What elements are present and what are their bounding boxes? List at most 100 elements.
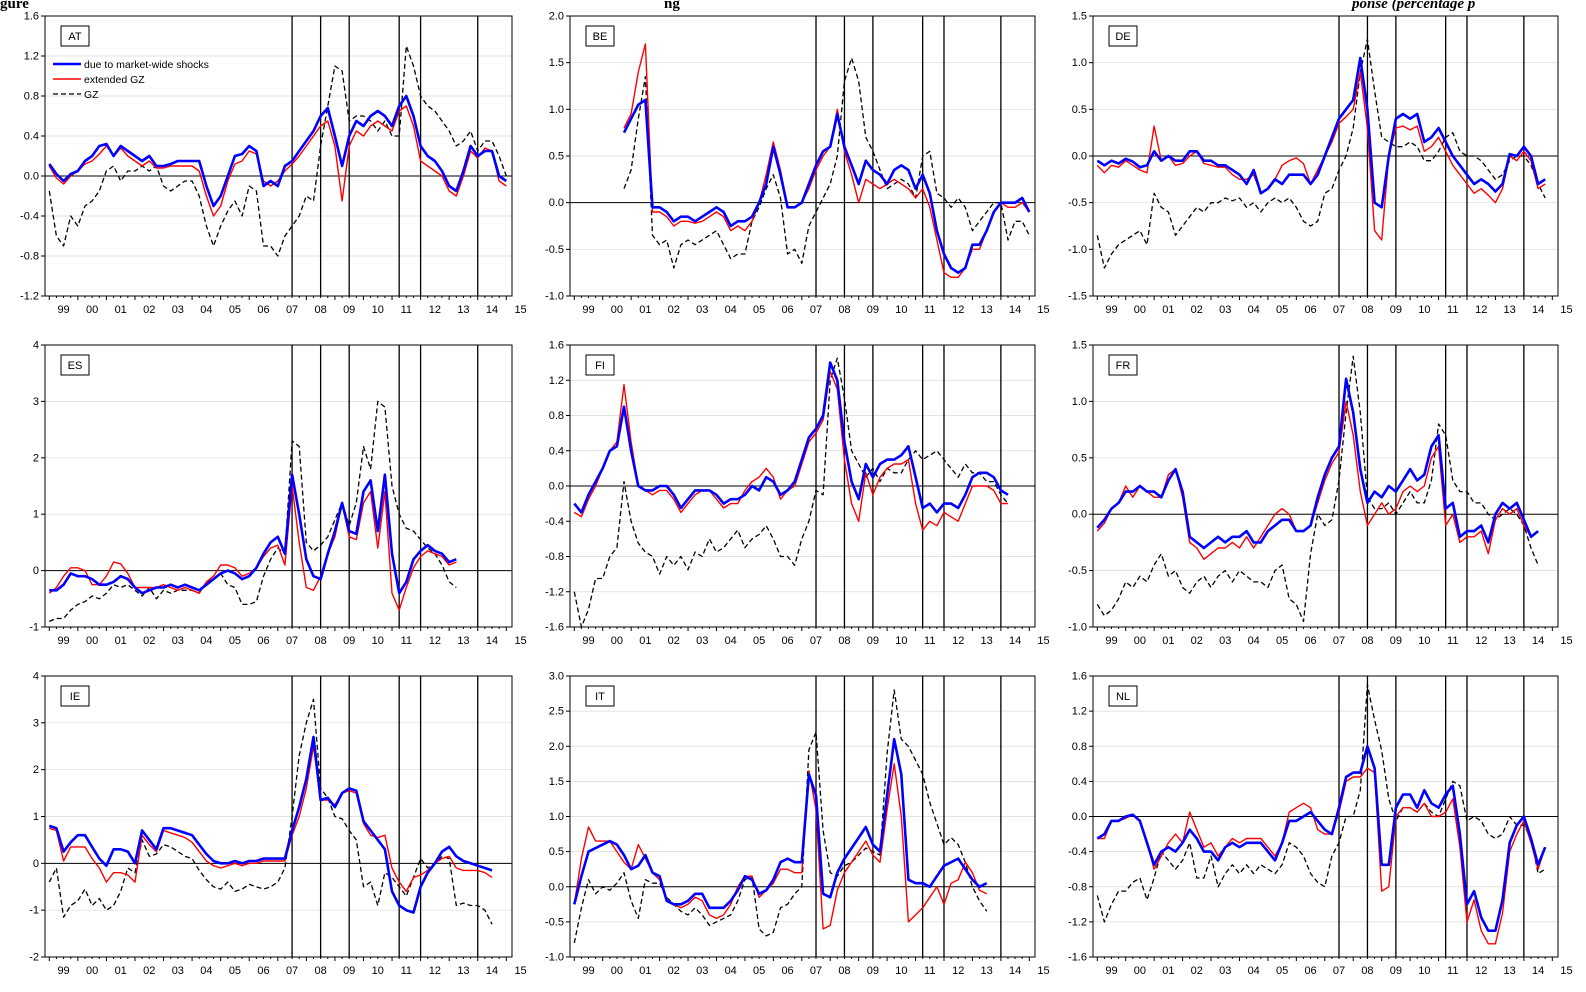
y-tick-label: 3.0 bbox=[549, 671, 564, 683]
x-tick-label: 11 bbox=[401, 965, 412, 977]
x-tick-label: 15 bbox=[514, 635, 526, 647]
x-tick-label: 06 bbox=[1304, 635, 1316, 647]
y-tick-label: -0.5 bbox=[1068, 565, 1087, 577]
x-tick-label: 10 bbox=[1418, 304, 1430, 316]
y-tick-label: 0.0 bbox=[1072, 509, 1087, 521]
y-tick-label: 0.5 bbox=[1072, 452, 1087, 464]
x-tick-label: 11 bbox=[924, 304, 935, 316]
x-tick-label: 14 bbox=[1009, 965, 1021, 977]
x-tick-label: 08 bbox=[315, 965, 327, 977]
series-extended-gz bbox=[49, 106, 506, 216]
x-tick-label: 15 bbox=[1037, 965, 1049, 977]
x-tick-label: 14 bbox=[1532, 635, 1544, 647]
x-tick-label: 07 bbox=[286, 304, 298, 316]
x-tick-label: 12 bbox=[429, 304, 441, 316]
x-tick-label: 11 bbox=[924, 965, 935, 977]
y-tick-label: -0.8 bbox=[545, 551, 564, 563]
x-tick-label: 08 bbox=[838, 965, 850, 977]
x-tick-label: 04 bbox=[725, 965, 737, 977]
x-tick-label: 00 bbox=[611, 304, 623, 316]
x-tick-label: 01 bbox=[639, 635, 651, 647]
x-tick-label: 05 bbox=[1276, 304, 1288, 316]
x-tick-label: 12 bbox=[429, 635, 441, 647]
x-tick-label: 04 bbox=[200, 304, 212, 316]
y-tick-label: 3 bbox=[33, 717, 39, 729]
x-tick-label: 14 bbox=[1009, 304, 1021, 316]
series-due-to-market-wide-shocks bbox=[624, 100, 1029, 273]
x-tick-label: 01 bbox=[639, 304, 651, 316]
x-tick-label: 11 bbox=[1447, 635, 1458, 647]
y-tick-label: -1.2 bbox=[1068, 916, 1087, 928]
y-tick-label: 0 bbox=[33, 565, 39, 577]
x-tick-label: 10 bbox=[895, 635, 907, 647]
y-tick-label: 2 bbox=[33, 764, 39, 776]
x-tick-label: 10 bbox=[372, 635, 384, 647]
x-tick-label: 09 bbox=[343, 304, 355, 316]
x-tick-label: 06 bbox=[781, 304, 793, 316]
panel-label: BE bbox=[593, 31, 608, 43]
x-tick-label: 02 bbox=[1191, 635, 1203, 647]
series-extended-gz bbox=[1097, 401, 1538, 559]
panel-ie: -2-10123499 00 01 02 03 04 05 06 07 08 09 10 11 12 13 1… bbox=[29, 671, 526, 978]
y-tick-label: 1 bbox=[33, 509, 39, 521]
x-tick-label: 99 bbox=[582, 965, 594, 977]
y-tick-label: 1.5 bbox=[1072, 340, 1087, 352]
panel-label: IT bbox=[595, 691, 605, 703]
x-tick-label: 06 bbox=[257, 304, 269, 316]
y-tick-label: 1.0 bbox=[549, 104, 564, 116]
x-tick-label: 02 bbox=[143, 965, 155, 977]
panel-nl: -1.6-1.2-0.8-0.40.00.40.81.21.699 00 01 02 0… bbox=[1068, 671, 1573, 978]
x-tick-label: 12 bbox=[1475, 304, 1487, 316]
x-tick-label: 07 bbox=[1333, 965, 1345, 977]
x-tick-label: 02 bbox=[1191, 304, 1203, 316]
x-tick-label: 01 bbox=[639, 965, 651, 977]
series-due-to-market-wide-shocks bbox=[49, 737, 492, 913]
x-tick-label: 08 bbox=[838, 635, 850, 647]
x-tick-label: 15 bbox=[1560, 965, 1572, 977]
x-tick-label: 05 bbox=[229, 635, 241, 647]
y-tick-label: -1.6 bbox=[1068, 952, 1087, 964]
x-tick-label: 04 bbox=[725, 635, 737, 647]
x-tick-label: 15 bbox=[514, 965, 526, 977]
y-tick-label: 0.5 bbox=[549, 151, 564, 163]
panel-label: IE bbox=[70, 691, 80, 703]
x-tick-label: 12 bbox=[952, 965, 964, 977]
legend-label: extended GZ bbox=[84, 74, 145, 86]
y-tick-label: -0.5 bbox=[545, 916, 564, 928]
y-tick-label: -1 bbox=[29, 905, 39, 917]
y-tick-label: 1.5 bbox=[1072, 11, 1087, 23]
panel-label: NL bbox=[1116, 691, 1130, 703]
x-tick-label: 05 bbox=[229, 304, 241, 316]
x-tick-label: 14 bbox=[1532, 304, 1544, 316]
y-tick-label: -1.0 bbox=[1068, 622, 1087, 634]
y-tick-label: -0.4 bbox=[1068, 846, 1087, 858]
x-tick-label: 15 bbox=[1037, 635, 1049, 647]
x-tick-label: 03 bbox=[1219, 304, 1231, 316]
panel-frame bbox=[1093, 345, 1558, 627]
x-tick-label: 13 bbox=[457, 304, 469, 316]
x-tick-label: 10 bbox=[895, 965, 907, 977]
y-tick-label: -0.4 bbox=[20, 211, 39, 223]
x-tick-label: 08 bbox=[1361, 635, 1373, 647]
x-tick-label: 04 bbox=[1248, 635, 1260, 647]
series-due-to-market-wide-shocks bbox=[1097, 379, 1538, 548]
x-tick-label: 14 bbox=[486, 635, 498, 647]
x-tick-label: 12 bbox=[1475, 635, 1487, 647]
x-tick-label: 02 bbox=[143, 635, 155, 647]
x-tick-label: 05 bbox=[229, 965, 241, 977]
y-tick-label: 1.6 bbox=[549, 340, 564, 352]
x-tick-label: 06 bbox=[257, 635, 269, 647]
y-tick-label: 2.0 bbox=[549, 11, 564, 23]
series-due-to-market-wide-shocks bbox=[574, 739, 986, 908]
y-tick-label: -1.2 bbox=[20, 291, 39, 303]
x-tick-label: 01 bbox=[115, 304, 127, 316]
x-tick-label: 03 bbox=[1219, 965, 1231, 977]
x-tick-label: 99 bbox=[57, 304, 69, 316]
series-gz bbox=[49, 699, 492, 924]
x-tick-label: 08 bbox=[315, 635, 327, 647]
x-tick-label: 15 bbox=[514, 304, 526, 316]
x-tick-label: 02 bbox=[1191, 965, 1203, 977]
x-tick-label: 02 bbox=[668, 965, 680, 977]
y-tick-label: 1.6 bbox=[1072, 671, 1087, 683]
x-tick-label: 07 bbox=[286, 965, 298, 977]
